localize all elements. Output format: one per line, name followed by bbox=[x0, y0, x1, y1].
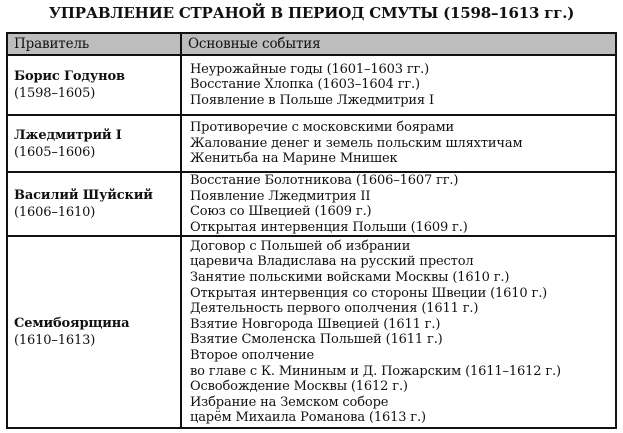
ruler-cell: Лжедмитрий I (1605–1606) bbox=[6, 114, 182, 173]
event: Освобождение Москвы (1612 г.) bbox=[190, 379, 408, 395]
event: Договор с Польшей об избрании bbox=[190, 238, 411, 254]
ruler-years: (1610–1613) bbox=[14, 333, 96, 349]
ruler-name: Семибоярщина bbox=[14, 316, 130, 332]
event: во главе с К. Мининым и Д. Пожарским (16… bbox=[190, 363, 561, 379]
event: Союз со Швецией (1609 г.) bbox=[190, 204, 372, 220]
event: Второе ополчение bbox=[190, 347, 315, 363]
table: Правитель Основные события Борис Годунов… bbox=[6, 32, 617, 430]
events-cell: Договор с Польшей об избрании царевича Вл… bbox=[180, 235, 617, 430]
ruler-years: (1598–1605) bbox=[14, 86, 96, 101]
event: Избрание на Земском соборе bbox=[190, 394, 389, 410]
ruler-name: Василий Шуйский bbox=[14, 188, 153, 204]
event: Занятие польскими войсками Москвы (1610 … bbox=[190, 270, 510, 285]
table-row: Лжедмитрий I (1605–1606) Противоречие с мо… bbox=[6, 114, 617, 173]
header-row: Правитель Основные события bbox=[6, 32, 617, 56]
event: Взятие Смоленска Польшей (1611 г.) bbox=[190, 332, 443, 348]
event: Появление Лжедмитрия II bbox=[190, 188, 371, 204]
ruler-cell: Борис Годунов (1598–1605) bbox=[6, 54, 182, 116]
table-row: Василий Шуйский (1606–1610) Восстание Боло… bbox=[6, 170, 617, 238]
events-cell: Восстание Болотникова (1606–1607 гг.) Поя… bbox=[180, 170, 617, 238]
event: Жалование денег и земель польским шляхти… bbox=[190, 135, 523, 151]
events-cell: Противоречие с московскими боярами Жалова… bbox=[180, 114, 617, 173]
event: Восстание Болотникова (1606–1607 гг.) bbox=[190, 173, 459, 188]
event: Восстание Хлопка (1603–1604 гг.) bbox=[190, 77, 420, 93]
ruler-name: Лжедмитрий I bbox=[14, 127, 122, 143]
event: Открытая интервенция Польши (1609 г.) bbox=[190, 219, 468, 235]
event: Взятие Новгорода Швецией (1611 г.) bbox=[190, 316, 441, 332]
ruler-years: (1606–1610) bbox=[14, 205, 96, 221]
events-cell: Неурожайные годы (1601–1603 гг.) Восстани… bbox=[180, 54, 617, 116]
event: царём Михаила Романова (1613 г.) bbox=[190, 410, 426, 426]
header-cell: Правитель bbox=[6, 32, 182, 56]
ruler-years: (1605–1606) bbox=[14, 144, 96, 160]
event: царевича Владислава на русский престол bbox=[190, 254, 474, 270]
event: Открытая интервенция со стороны Швеции (… bbox=[190, 285, 548, 301]
table-body: Борис Годунов (1598–1605) Неурожайные годы… bbox=[6, 54, 617, 430]
event: Неурожайные годы (1601–1603 гг.) bbox=[190, 61, 430, 77]
event: Появление в Польше Лжедмитрия I bbox=[190, 92, 434, 108]
event: Противоречие с московскими боярами bbox=[190, 120, 455, 136]
table-row: Борис Годунов (1598–1605) Неурожайные годы… bbox=[6, 54, 617, 116]
title: УПРАВЛЕНИЕ СТРАНОЙ В ПЕРИОД СМУТЫ (1598–… bbox=[48, 4, 575, 22]
event: Женитьба на Марине Мнишек bbox=[190, 151, 398, 167]
event: Деятельность первого ополчения (1611 г.) bbox=[190, 301, 479, 317]
ruler-cell: Семибоярщина (1610–1613) bbox=[6, 235, 182, 430]
table-row: Семибоярщина (1610–1613) Договор с Польшей… bbox=[6, 235, 617, 430]
ruler-name: Борис Годунов bbox=[14, 69, 125, 84]
ruler-cell: Василий Шуйский (1606–1610) bbox=[6, 170, 182, 238]
header-cell: Основные события bbox=[180, 32, 617, 56]
